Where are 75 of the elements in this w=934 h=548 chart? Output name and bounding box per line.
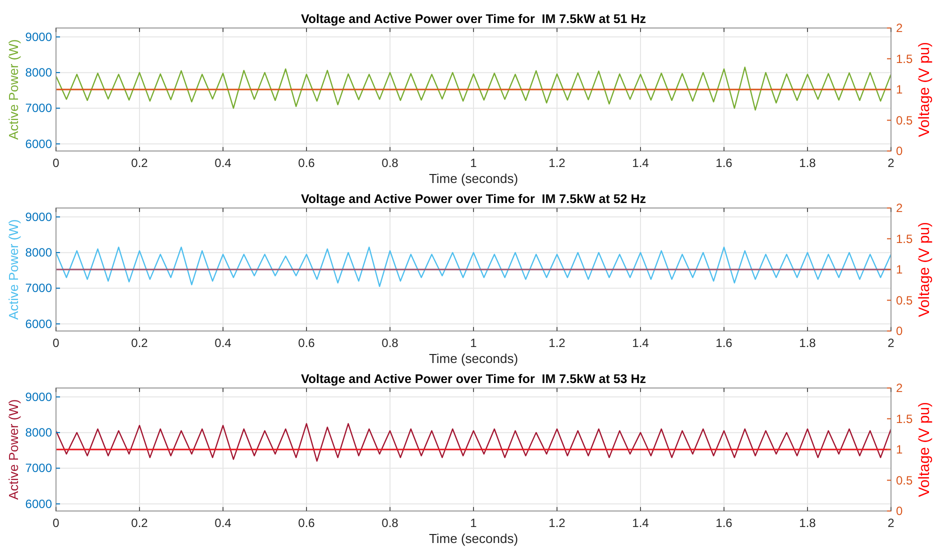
- x-tick-label: 0.8: [382, 336, 399, 350]
- x-tick-label: 1.6: [716, 336, 733, 350]
- x-tick-label: 1.2: [548, 516, 566, 530]
- x-axis-title: Time (seconds): [428, 351, 518, 366]
- x-tick-label: 1.6: [716, 156, 733, 170]
- y2-tick-label: 0.5: [896, 473, 914, 488]
- y2-tick-label: 0: [896, 504, 903, 518]
- y2-tick-label: 0: [896, 144, 903, 158]
- y-tick-label: 6000: [25, 496, 52, 511]
- y-tick-label: 8000: [25, 246, 52, 260]
- line-series: [55, 66, 892, 111]
- y-axis-title: Active Power (W): [6, 39, 21, 140]
- y2-tick-label: 2: [896, 201, 903, 215]
- y2-tick-label: 2: [896, 381, 903, 395]
- x-tick-label: 0.8: [382, 156, 399, 170]
- y2-tick-label: 1: [896, 262, 903, 276]
- y2-tick-label: 0.5: [896, 293, 914, 308]
- y-tick-label: 6000: [25, 316, 52, 331]
- y-tick-label: 6000: [25, 136, 52, 151]
- y2-tick-label: 1.5: [896, 52, 914, 66]
- x-tick-label: 1: [470, 516, 478, 530]
- chart-title: Voltage and Active Power over Time for IM 7.5kW at 52 Hz: [300, 192, 646, 206]
- y-tick-label: 9000: [25, 210, 52, 224]
- x-tick-label: 2: [888, 336, 895, 350]
- x-tick-label: 0.2: [131, 336, 148, 350]
- x-tick-label: 1.6: [716, 516, 733, 530]
- y2-tick-label: 1.5: [896, 412, 914, 426]
- x-tick-label: 0: [52, 516, 60, 530]
- x-tick-label: 0.6: [298, 516, 316, 530]
- y-tick-label: 7000: [25, 101, 52, 116]
- x-tick-label: 1: [470, 156, 478, 170]
- y2-axis-title: Voltage (V pu): [916, 42, 933, 138]
- y2-axis-title: Voltage (V pu): [916, 222, 933, 318]
- x-tick-label: 0.2: [131, 156, 148, 170]
- x-tick-label: 1.8: [799, 156, 816, 170]
- y-axis-title: Active Power (W): [6, 399, 21, 500]
- x-tick-label: 1.8: [799, 336, 816, 350]
- x-tick-label: 1.4: [632, 516, 650, 530]
- y-axis-title: Active Power (W): [6, 219, 21, 320]
- x-tick-label: 1: [470, 336, 478, 350]
- chart-title: Voltage and Active Power over Time for IM 7.5kW at 51 Hz: [300, 12, 646, 26]
- y-tick-label: 9000: [25, 30, 52, 44]
- x-tick-label: 0.4: [214, 336, 232, 350]
- x-tick-label: 0: [52, 156, 60, 170]
- x-tick-label: 0.2: [131, 516, 148, 530]
- x-tick-label: 0.4: [214, 516, 232, 530]
- x-tick-label: 1.2: [548, 336, 566, 350]
- x-tick-label: 0.6: [298, 336, 316, 350]
- x-tick-label: 0: [52, 336, 60, 350]
- x-tick-label: 1.2: [548, 156, 566, 170]
- chart-title: Voltage and Active Power over Time for IM 7.5kW at 53 Hz: [300, 372, 646, 386]
- y-tick-label: 8000: [25, 426, 52, 440]
- y2-tick-label: 0.5: [896, 113, 914, 128]
- y2-axis-title: Voltage (V pu): [916, 402, 933, 498]
- x-tick-label: 0.8: [382, 516, 399, 530]
- y-tick-label: 9000: [25, 390, 52, 404]
- x-axis-title: Time (seconds): [428, 171, 518, 186]
- x-tick-label: 1.4: [632, 336, 650, 350]
- x-tick-label: 0.6: [298, 156, 316, 170]
- y2-tick-label: 2: [896, 21, 903, 35]
- line-series: [55, 423, 892, 462]
- x-tick-label: 2: [888, 156, 895, 170]
- x-tick-label: 1.4: [632, 156, 650, 170]
- x-tick-label: 2: [888, 516, 895, 530]
- y-tick-label: 7000: [25, 281, 52, 296]
- y-tick-label: 8000: [25, 66, 52, 80]
- y2-tick-label: 1.5: [896, 232, 914, 246]
- y2-tick-label: 1: [896, 82, 903, 96]
- y2-tick-label: 0: [896, 324, 903, 338]
- x-tick-label: 1.8: [799, 516, 816, 530]
- line-series: [55, 246, 892, 288]
- x-axis-title: Time (seconds): [428, 531, 518, 546]
- y2-tick-label: 1: [896, 442, 903, 456]
- y-tick-label: 7000: [25, 461, 52, 476]
- x-tick-label: 0.4: [214, 156, 232, 170]
